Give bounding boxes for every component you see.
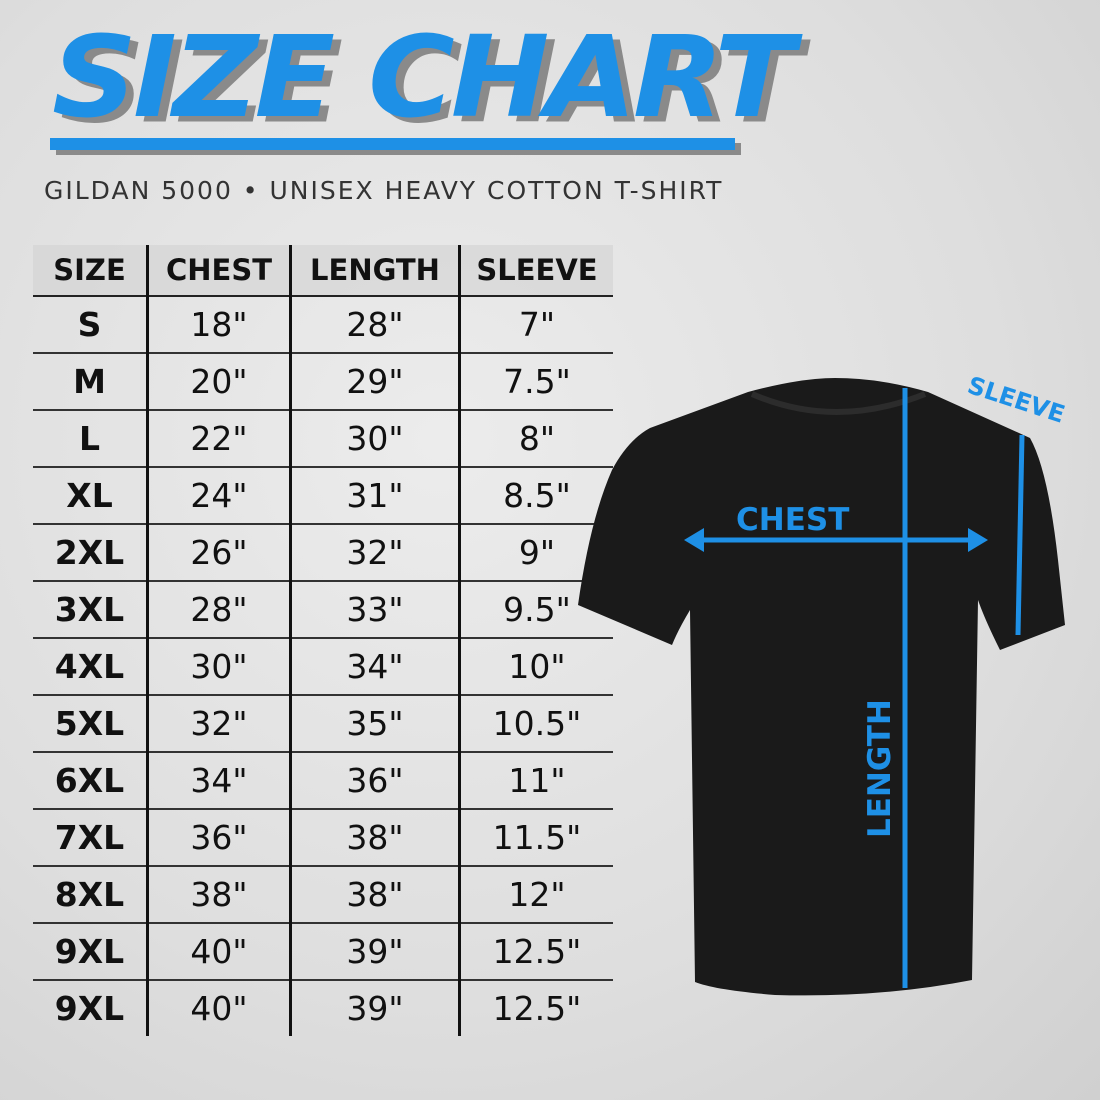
sleeve-cell: 8.5" <box>458 467 613 525</box>
table-row: 9XL 40" 39" 12.5" <box>33 980 613 1036</box>
size-cell: 4XL <box>33 638 148 696</box>
table-header: SIZE CHEST LENGTH SLEEVE <box>33 245 613 297</box>
column-header: SLEEVE <box>458 245 613 297</box>
sleeve-cell: 12" <box>458 866 613 924</box>
table-row: 8XL 38" 38" 12" <box>33 866 613 924</box>
chest-cell: 26" <box>146 524 291 582</box>
size-table: SIZE CHEST LENGTH SLEEVE S 18" 28" 7" M 20" 29… <box>33 245 613 1036</box>
sleeve-cell: 12.5" <box>458 923 613 981</box>
size-cell: L <box>33 410 148 468</box>
length-cell: 30" <box>289 410 460 468</box>
size-cell: 9XL <box>33 923 148 981</box>
size-cell: 8XL <box>33 866 148 924</box>
length-cell: 34" <box>289 638 460 696</box>
length-cell: 33" <box>289 581 460 639</box>
sleeve-line <box>1015 434 1025 636</box>
chest-cell: 40" <box>146 980 291 1036</box>
title-underline <box>50 138 735 150</box>
length-label: LENGTH <box>862 699 898 838</box>
table-row: 9XL 40" 39" 12.5" <box>33 923 613 981</box>
chest-cell: 18" <box>146 296 291 354</box>
chest-cell: 36" <box>146 809 291 867</box>
size-cell: S <box>33 296 148 354</box>
column-header: SIZE <box>33 245 148 297</box>
sleeve-cell: 8" <box>458 410 613 468</box>
size-cell: 9XL <box>54 989 125 1028</box>
column-header: LENGTH <box>289 245 460 297</box>
table-row: 5XL 32" 35" 10.5" <box>33 695 613 753</box>
sleeve-cell: 11.5" <box>458 809 613 867</box>
table-row: 6XL 34" 36" 11" <box>33 752 613 810</box>
table-row: XL 24" 31" 8.5" <box>33 467 613 525</box>
tshirt-shape <box>578 378 1065 996</box>
sleeve-cell: 10.5" <box>458 695 613 753</box>
chest-arrow-right-head <box>968 528 988 552</box>
sleeve-cell: 7" <box>458 296 613 354</box>
column-header: CHEST <box>146 245 291 297</box>
size-cell: 7XL <box>33 809 148 867</box>
table-row: 2XL 26" 32" 9" <box>33 524 613 582</box>
chest-cell: 38" <box>146 866 291 924</box>
size-cell: 3XL <box>33 581 148 639</box>
chest-label: CHEST <box>736 502 849 538</box>
table-row: 3XL 28" 33" 9.5" <box>33 581 613 639</box>
chest-arrow-left-head <box>684 528 704 552</box>
chest-cell: 32" <box>146 695 291 753</box>
chest-cell: 24" <box>146 467 291 525</box>
length-cell: 31" <box>289 467 460 525</box>
table-row: 7XL 36" 38" 11.5" <box>33 809 613 867</box>
size-cell: XL <box>33 467 148 525</box>
length-cell: 36" <box>289 752 460 810</box>
tshirt-diagram: CHEST LENGTH SLEEVE <box>578 371 1068 996</box>
length-cell: 39" <box>289 980 460 1036</box>
sleeve-cell: 7.5" <box>458 353 613 411</box>
table-row: S 18" 28" 7" <box>33 296 613 354</box>
table-row: L 22" 30" 8" <box>33 410 613 468</box>
length-cell: 28" <box>289 296 460 354</box>
size-cell: 6XL <box>33 752 148 810</box>
length-cell: 32" <box>289 524 460 582</box>
size-cell: M <box>33 353 148 411</box>
table-row: 4XL 30" 34" 10" <box>33 638 613 696</box>
chest-cell: 22" <box>146 410 291 468</box>
size-cell: 5XL <box>33 695 148 753</box>
subtitle: GILDAN 5000 • UNISEX HEAVY COTTON T-SHIR… <box>44 176 724 205</box>
table-row: M 20" 29" 7.5" <box>33 353 613 411</box>
chest-cell: 30" <box>146 638 291 696</box>
sleeve-cell: 12.5" <box>458 980 613 1036</box>
sleeve-cell: 11" <box>458 752 613 810</box>
page-title: SIZE CHART <box>52 11 795 143</box>
chest-cell: 34" <box>146 752 291 810</box>
chest-cell: 40" <box>146 923 291 981</box>
size-cell: 2XL <box>33 524 148 582</box>
sleeve-cell: 10" <box>458 638 613 696</box>
chest-cell: 28" <box>146 581 291 639</box>
length-cell: 35" <box>289 695 460 753</box>
length-cell: 39" <box>289 923 460 981</box>
length-cell: 29" <box>289 353 460 411</box>
length-cell: 38" <box>289 809 460 867</box>
chest-cell: 20" <box>146 353 291 411</box>
length-cell: 38" <box>289 866 460 924</box>
